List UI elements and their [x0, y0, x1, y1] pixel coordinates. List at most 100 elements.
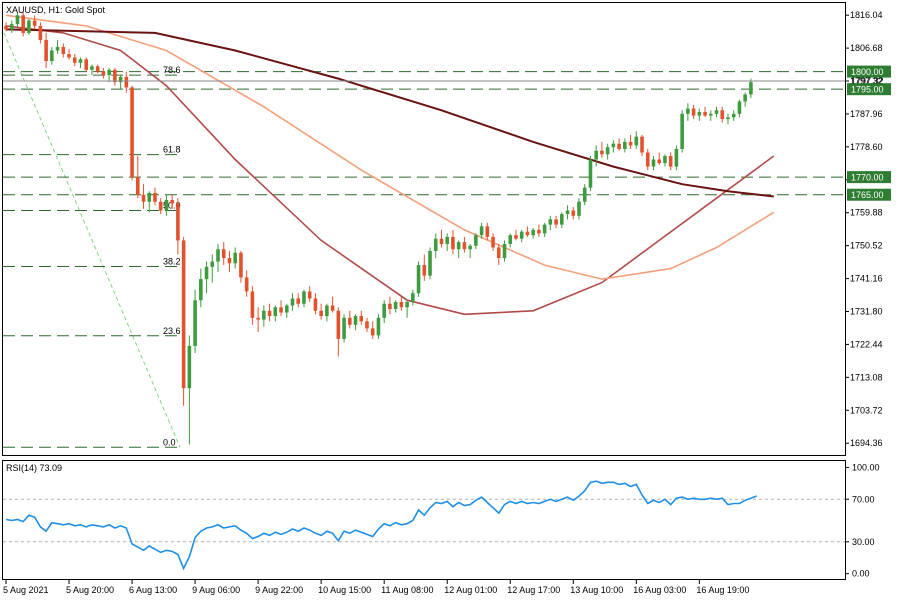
fib-level-label: 0.0: [163, 437, 176, 447]
candle-body: [686, 108, 690, 114]
price-panel: 78.661.850.038.223.60.0 XAUUSD, H1: Gold…: [2, 2, 846, 456]
candle-body: [141, 194, 146, 202]
moving-averages: [5, 14, 775, 316]
price-tick-label: 1806.68: [850, 43, 883, 53]
candle-body: [61, 46, 66, 55]
candle-body: [319, 310, 323, 317]
candle-body: [479, 226, 484, 236]
candle-body: [365, 321, 369, 329]
candle-body: [433, 238, 438, 251]
candle-body: [147, 192, 152, 202]
price-tick-label: 1722.44: [850, 339, 883, 349]
candle-body: [548, 219, 553, 225]
candle-body: [743, 94, 747, 102]
candle-body: [370, 328, 375, 336]
candle-body: [703, 112, 707, 116]
candle-body: [634, 136, 639, 146]
candle-body: [456, 242, 461, 250]
price-tick-label: 1778.60: [850, 142, 883, 152]
level-price-tag: [847, 171, 891, 184]
fib-level-label: 38.2: [163, 256, 181, 266]
candle-body: [239, 252, 243, 278]
candle-body: [227, 258, 232, 264]
candle-body: [359, 316, 364, 322]
candle-body: [720, 110, 725, 120]
candle-body: [118, 76, 123, 83]
candle-body: [27, 20, 31, 33]
candle-body: [256, 317, 260, 320]
candle-body: [244, 277, 249, 292]
candle-body: [468, 245, 472, 250]
rsi-panel-frame: [2, 460, 846, 580]
level-price-tag: [847, 188, 891, 201]
price-tick-label: 1731.80: [850, 306, 883, 316]
price-tick-label: 1694.36: [850, 438, 883, 448]
candle-body: [582, 187, 587, 202]
candle-body: [107, 69, 111, 76]
candle-body: [302, 291, 306, 304]
candle-body: [4, 25, 8, 30]
time-axis: 5 Aug 2021 5 Aug 20:00 6 Aug 13:00 9 Aug 06…: [3, 579, 749, 595]
level-price-tag: [847, 65, 891, 78]
candle-body: [330, 305, 335, 311]
level-price-tag-label: 1800.00: [851, 67, 884, 77]
candle-body: [525, 231, 530, 236]
candle-body: [250, 291, 255, 318]
candle-body: [376, 317, 381, 336]
candle-body: [445, 236, 450, 244]
candle-body: [508, 235, 513, 244]
candle-body: [204, 266, 209, 280]
candle-body: [221, 249, 226, 259]
candle-body: [657, 159, 662, 164]
moving-average-line: [5, 14, 775, 280]
fib-level-label: 23.6: [163, 326, 181, 336]
candle-body: [514, 235, 518, 239]
price-tick-label: 1750.52: [850, 241, 883, 251]
rsi-panel: RSI(14) 73.09: [2, 460, 846, 580]
level-price-tag-label: 1765.00: [851, 190, 884, 200]
candle-body: [67, 54, 71, 58]
candle-body: [668, 156, 673, 167]
price-tick-label: 1759.88: [850, 208, 883, 218]
candle-body: [565, 210, 570, 215]
candle-body: [158, 201, 163, 211]
candle-body: [176, 203, 180, 241]
candle-body: [348, 317, 352, 325]
rsi-line: [5, 480, 757, 571]
candle-body: [439, 238, 444, 244]
rsi-axis: 100.00 70.00 30.00 0.00: [845, 462, 880, 579]
candle-body: [210, 261, 215, 267]
candle-body: [296, 298, 301, 304]
candle-body: [124, 76, 129, 88]
candle-body: [485, 226, 490, 237]
candle-body: [405, 301, 409, 308]
rsi-levels: [3, 498, 845, 543]
candle-body: [84, 59, 89, 70]
horizontal-levels: [3, 71, 845, 196]
candle-body: [279, 307, 283, 313]
time-tick-label: 10 Aug 15:00: [318, 585, 371, 595]
price-tick-label: 1713.08: [850, 372, 883, 382]
candle-body: [342, 317, 346, 339]
rsi-tick-label: 0.00: [852, 569, 870, 579]
candle-body: [72, 57, 77, 63]
candle-body: [95, 66, 100, 72]
candle-body: [428, 250, 432, 276]
candle-body: [714, 110, 719, 114]
candle-body: [577, 201, 581, 216]
price-tick-label: 1787.96: [850, 109, 883, 119]
candle-body: [353, 316, 358, 325]
candle-body: [113, 69, 117, 83]
time-tick-label: 5 Aug 20:00: [66, 585, 114, 595]
candle-body: [623, 141, 627, 149]
rsi-tick-label: 30.00: [852, 537, 875, 547]
candle-body: [674, 148, 679, 167]
moving-average-line: [5, 28, 774, 198]
candle-body: [680, 113, 684, 149]
candle-body: [554, 219, 558, 225]
candle-body: [199, 279, 203, 301]
candle-body: [496, 247, 501, 259]
rsi-title: RSI(14) 73.09: [6, 463, 62, 473]
candle-body: [571, 210, 576, 216]
